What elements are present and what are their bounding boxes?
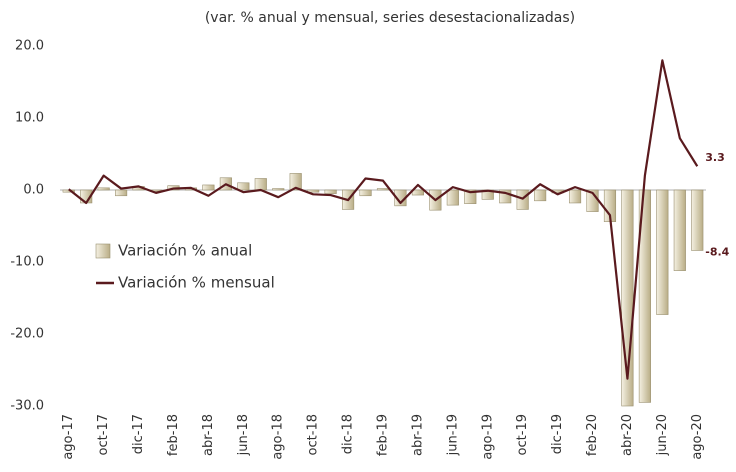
x-tick-label: abr-18 <box>201 414 216 456</box>
bar <box>254 178 267 191</box>
bar <box>673 189 686 271</box>
y-tick-label: -30.0 <box>10 399 44 414</box>
bar <box>324 189 337 194</box>
bar <box>656 189 669 315</box>
legend-label: Variación % mensual <box>118 274 275 292</box>
bar <box>289 173 302 191</box>
y-tick-label: 20.0 <box>15 39 44 54</box>
x-tick-label: dic-19 <box>550 414 565 454</box>
bar <box>237 182 250 191</box>
bar <box>621 189 634 407</box>
x-tick-label: feb-19 <box>376 414 391 456</box>
bar <box>568 189 582 204</box>
x-tick-label: ago-20 <box>690 414 705 460</box>
x-tick-label: dic-18 <box>341 414 356 454</box>
x-tick-label: abr-20 <box>620 414 635 456</box>
x-tick-label: jun-18 <box>236 414 251 456</box>
bar <box>97 187 110 191</box>
bar <box>376 188 390 191</box>
y-tick-label: -10.0 <box>10 255 44 270</box>
bar <box>359 189 372 197</box>
x-tick-label: ago-18 <box>271 414 286 460</box>
y-tick-label: 10.0 <box>15 111 44 126</box>
bar <box>464 189 477 204</box>
x-tick-label: dic-17 <box>131 414 146 454</box>
bar <box>638 189 651 403</box>
bar <box>499 189 512 204</box>
x-tick-label: oct-17 <box>96 414 111 455</box>
bar <box>691 189 704 251</box>
legend-swatch <box>95 243 111 259</box>
bar <box>115 189 128 197</box>
x-tick-label: ago-17 <box>61 414 76 460</box>
data-label: 3.3 <box>705 151 725 164</box>
x-tick-label: ago-19 <box>480 414 495 460</box>
bar <box>411 189 424 196</box>
line <box>68 59 699 380</box>
x-tick-label: jun-20 <box>655 414 670 456</box>
bar <box>202 184 215 191</box>
x-tick-label: feb-18 <box>166 414 181 456</box>
legend-label: Variación % anual <box>118 242 252 260</box>
x-tick-label: oct-19 <box>515 414 530 455</box>
bar <box>534 189 547 202</box>
chart-title: (var. % anual y mensual, series desestac… <box>205 10 575 26</box>
x-tick-label: jun-19 <box>445 414 460 456</box>
bar <box>446 189 459 206</box>
data-label: -8.4 <box>705 245 729 258</box>
bar <box>272 188 285 191</box>
x-tick-label: feb-20 <box>585 414 600 456</box>
y-tick-label: -20.0 <box>10 327 44 342</box>
x-tick-label: oct-18 <box>306 414 321 455</box>
y-tick-label: 0.0 <box>23 183 44 198</box>
x-tick-label: abr-19 <box>410 414 425 456</box>
